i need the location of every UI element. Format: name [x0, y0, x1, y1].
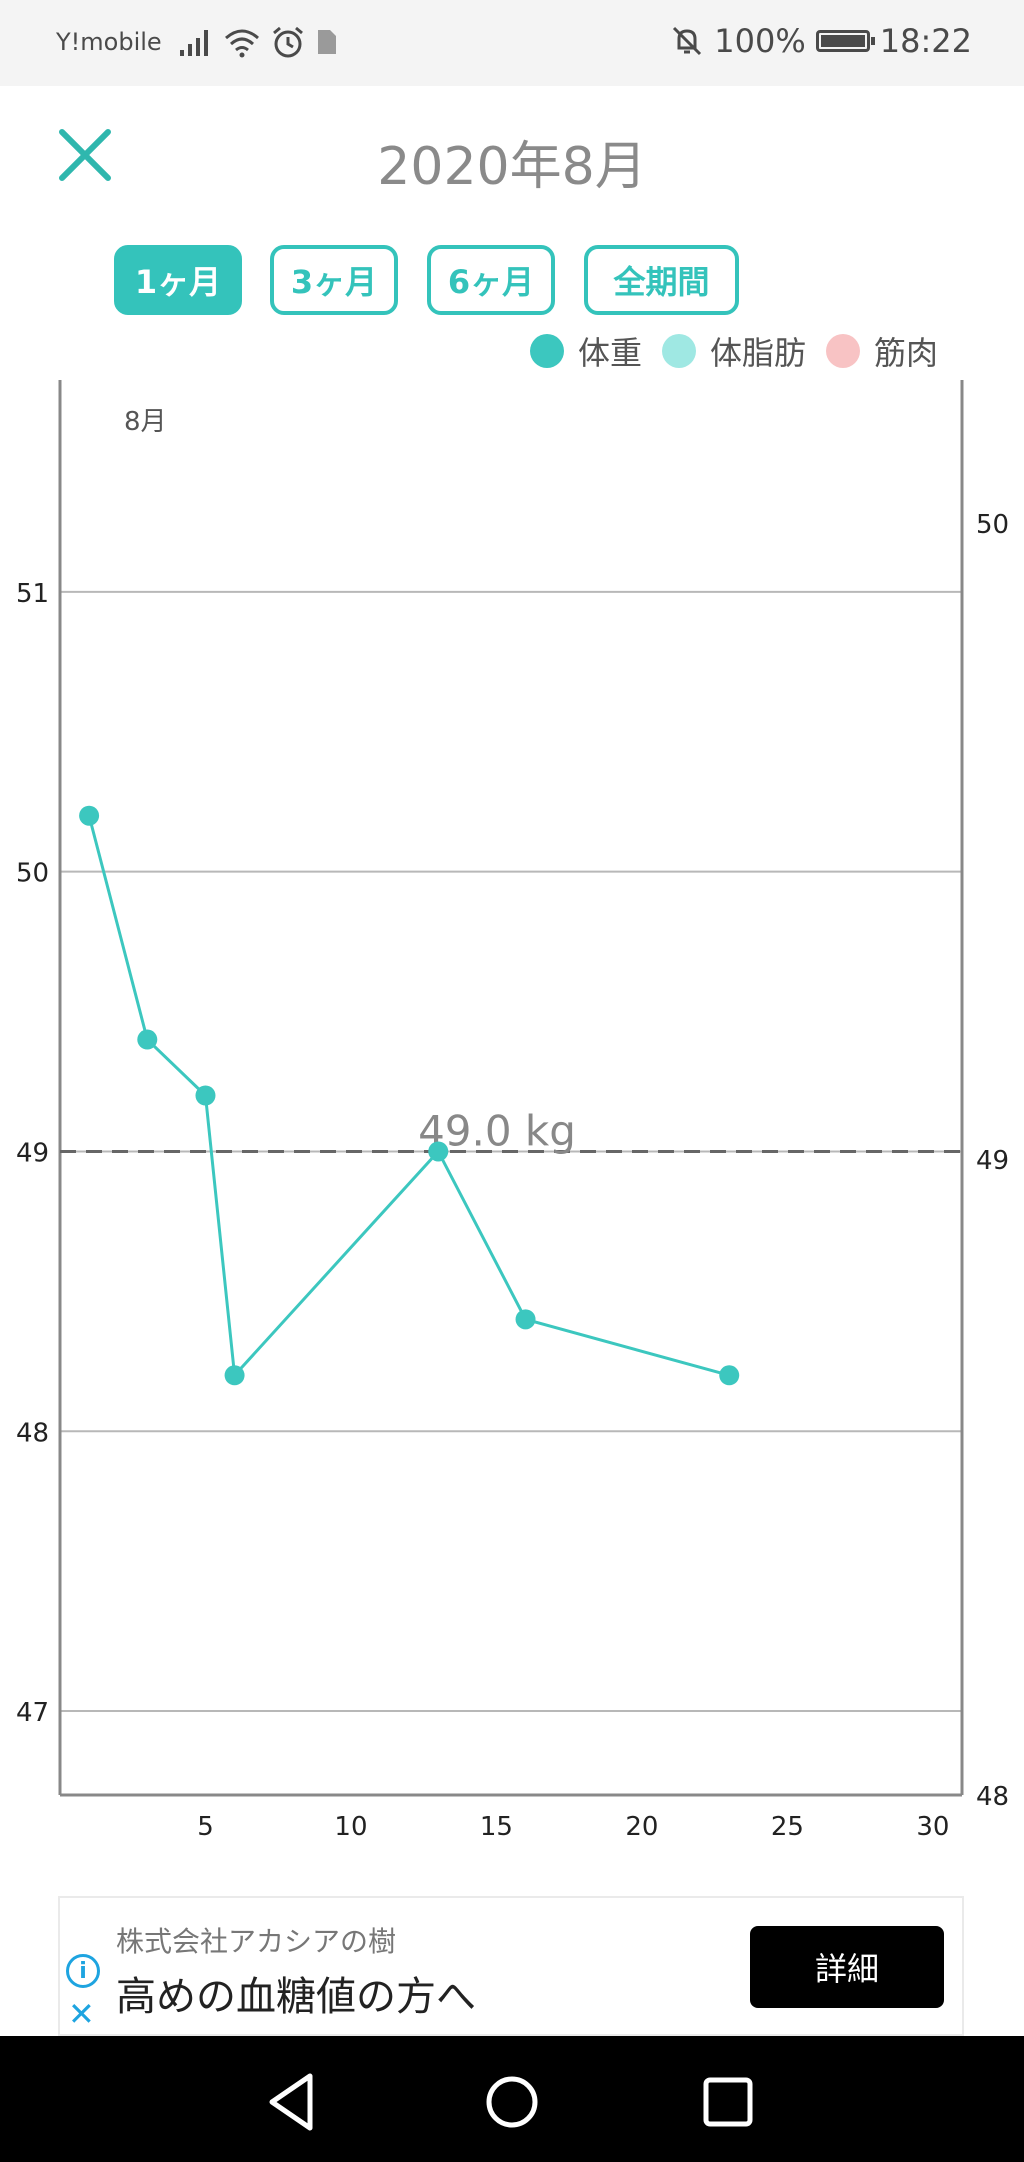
x-tick-label: 30 — [916, 1812, 949, 1840]
ad-banner[interactable]: i ✕ 株式会社アカシアの樹 高めの血糖値の方へ 詳細 — [58, 1896, 964, 2036]
x-tick-label: 5 — [197, 1812, 214, 1840]
legend-dot-muscle — [825, 334, 860, 368]
page-title: 2020年8月 — [377, 137, 647, 197]
recents-icon[interactable] — [688, 2062, 768, 2142]
month-label: 8月 — [124, 407, 167, 437]
data-point — [79, 805, 100, 826]
legend-dot-weight — [529, 334, 564, 368]
status-right: 100% 18:22 — [670, 22, 972, 60]
y-left-tick-label: 50 — [16, 859, 49, 889]
legend-label-muscle: 筋肉 — [873, 334, 938, 372]
ad-headline[interactable]: 高めの血糖値の方へ — [116, 1974, 476, 2020]
y-left-tick-label: 49 — [16, 1138, 49, 1168]
wifi-icon — [225, 29, 259, 58]
signal-icon — [180, 30, 208, 56]
close-icon[interactable] — [56, 126, 114, 184]
legend-item-weight[interactable]: 体重 — [529, 328, 642, 374]
y-right-tick-label: 49 — [976, 1146, 1009, 1176]
data-point — [195, 1085, 216, 1106]
notifications-off-icon — [673, 26, 702, 56]
x-tick-label: 10 — [334, 1812, 367, 1840]
chart-legend: 体重 体脂肪 筋肉 — [510, 328, 938, 374]
status-bar: Y!mobile 100% 18:22 — [0, 0, 1024, 86]
x-tick-label: 20 — [625, 1812, 658, 1840]
ad-details-button[interactable]: 詳細 — [750, 1926, 944, 2008]
clock: 18:22 — [879, 22, 972, 60]
navigation-bar — [0, 2036, 1024, 2162]
back-icon[interactable] — [252, 2062, 332, 2142]
x-tick-label: 25 — [771, 1812, 804, 1840]
tab-3-months[interactable]: 3ヶ月 — [270, 245, 398, 315]
data-point — [515, 1309, 536, 1330]
legend-label-body-fat: 体脂肪 — [709, 334, 806, 372]
y-left-tick-label: 48 — [16, 1418, 49, 1448]
ad-close-icon[interactable]: ✕ — [68, 1995, 95, 2033]
battery-icon — [815, 30, 875, 52]
data-point — [224, 1365, 245, 1386]
tab-6-months[interactable]: 6ヶ月 — [427, 245, 555, 315]
tab-all-period[interactable]: 全期間 — [584, 245, 739, 315]
ad-advertiser: 株式会社アカシアの樹 — [116, 1925, 397, 1958]
y-right-tick-label: 50 — [976, 510, 1009, 540]
data-point — [137, 1029, 158, 1050]
alarm-icon — [273, 26, 303, 58]
y-right-tick-label: 48 — [976, 1782, 1009, 1812]
carrier-label: Y!mobile — [56, 28, 162, 56]
legend-item-body-fat[interactable]: 体脂肪 — [661, 328, 806, 374]
legend-dot-body-fat — [661, 334, 696, 368]
x-tick-label: 15 — [480, 1812, 513, 1840]
legend-item-muscle[interactable]: 筋肉 — [825, 328, 938, 374]
data-point — [428, 1141, 449, 1162]
legend-label-weight: 体重 — [577, 334, 642, 372]
status-icons — [178, 24, 340, 60]
info-icon[interactable]: i — [66, 1954, 100, 1988]
home-icon[interactable] — [472, 2062, 552, 2142]
data-point — [719, 1365, 740, 1386]
tab-1-month[interactable]: 1ヶ月 — [114, 245, 242, 315]
series-line-weight — [87, 815, 730, 1379]
battery-percent: 100% — [714, 22, 806, 60]
y-left-tick-label: 51 — [16, 579, 49, 609]
sim-icon — [318, 30, 336, 54]
y-left-tick-label: 47 — [16, 1698, 49, 1728]
